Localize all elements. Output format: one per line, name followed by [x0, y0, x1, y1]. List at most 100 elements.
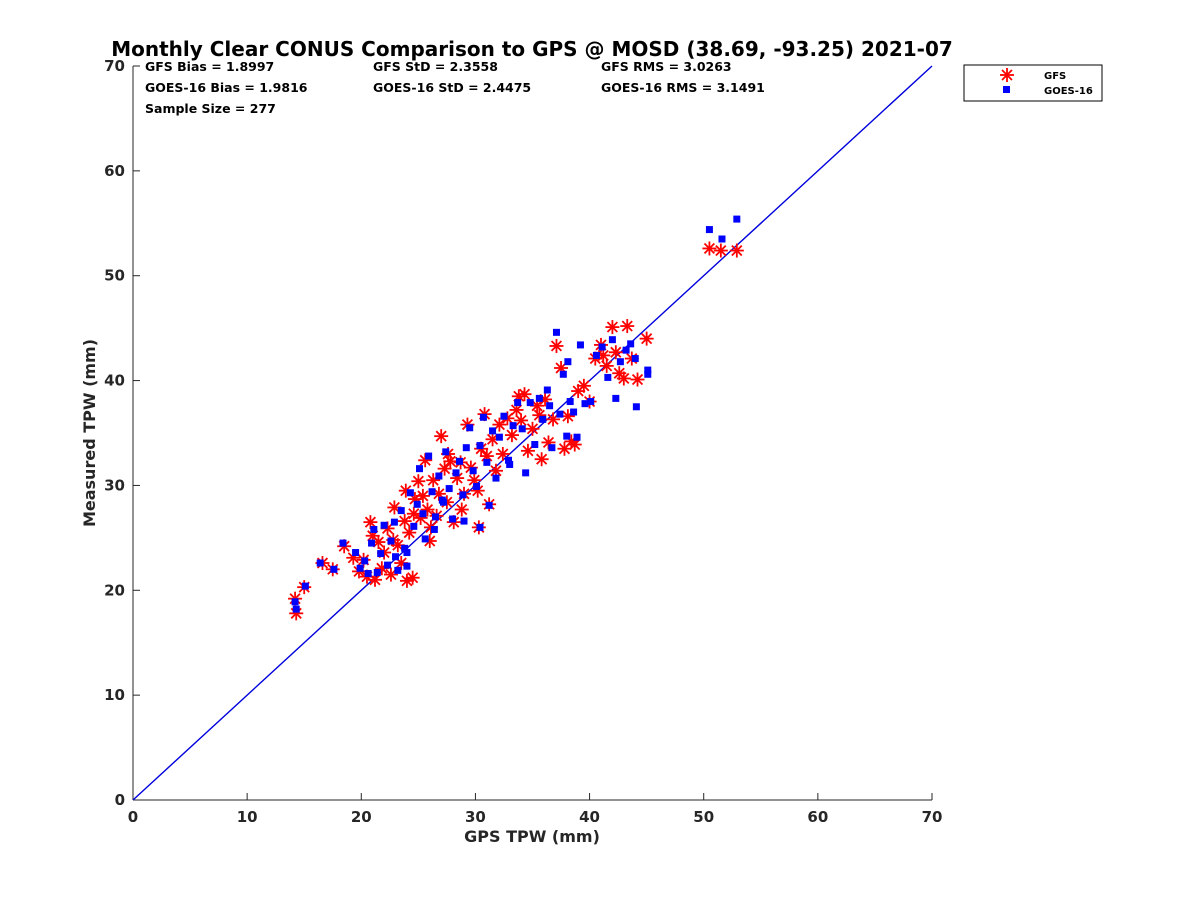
goes-bias-text: GOES-16 Bias = 1.9816	[145, 80, 308, 95]
gfs-point	[520, 443, 535, 458]
goes-16-point	[592, 351, 600, 359]
goes-16-point	[598, 343, 606, 351]
goes-16-point	[452, 469, 460, 477]
goes-16-point	[489, 427, 497, 435]
goes-16-point	[559, 370, 567, 378]
legend-gfs-marker	[1000, 68, 1014, 82]
goes-16-point	[406, 489, 414, 497]
y-tick-label: 40	[104, 372, 125, 390]
x-axis-label: GPS TPW (mm)	[464, 827, 600, 846]
goes-16-point	[500, 412, 508, 420]
gfs-point	[525, 421, 540, 436]
gfs-point	[492, 417, 507, 432]
goes-16-point	[514, 399, 522, 407]
legend-goes-marker	[1003, 86, 1010, 93]
goes-16-point	[556, 410, 564, 418]
goes-16-point	[387, 537, 395, 545]
x-tick-label: 40	[579, 808, 600, 826]
goes-16-point	[531, 441, 539, 449]
goes-16-point	[612, 394, 620, 402]
y-tick-label: 30	[104, 476, 125, 494]
goes-16-point	[485, 501, 493, 509]
gfs-point	[605, 320, 620, 335]
goes-16-point	[563, 432, 571, 440]
legend-gfs-label: GFS	[1044, 71, 1066, 82]
goes-16-point	[632, 403, 640, 411]
x-tick-label: 30	[465, 808, 486, 826]
gfs-point	[443, 454, 458, 469]
goes-16-point	[587, 398, 595, 406]
goes-16-point	[526, 399, 534, 407]
goes-16-point	[439, 498, 447, 506]
goes-16-point	[622, 346, 630, 354]
goes-16-point	[476, 442, 484, 450]
legend: GFS GOES-16	[963, 64, 1103, 102]
goes-16-point	[466, 424, 474, 432]
goes-16-point	[616, 358, 624, 366]
y-tick-label: 10	[104, 686, 125, 704]
gfs-point	[534, 452, 549, 467]
gfs-point	[729, 243, 744, 258]
goes-16-point	[368, 539, 376, 547]
goes-16-point	[627, 340, 635, 348]
goes-16-point	[352, 549, 360, 557]
goes-16-point	[505, 456, 513, 464]
goes-16-point	[373, 568, 381, 576]
goes-16-point	[552, 328, 560, 336]
goes-16-point	[445, 485, 453, 493]
x-tick-label: 10	[237, 808, 258, 826]
goes-16-point	[462, 444, 470, 452]
goes-16-point	[301, 582, 309, 590]
goes-16-point	[479, 413, 487, 421]
gfs-point	[549, 338, 564, 353]
goes-16-point	[442, 448, 450, 456]
goes-16-point	[543, 386, 551, 394]
goes-16-point	[428, 488, 436, 496]
goes-16-point	[364, 570, 372, 578]
goes-16-point	[330, 565, 338, 573]
legend-goes-label: GOES-16	[1044, 86, 1093, 97]
goes-16-point	[509, 422, 517, 430]
goes-16-point	[733, 215, 741, 223]
goes-16-point	[581, 400, 589, 408]
y-tick-label: 20	[104, 581, 125, 599]
gfs-point	[517, 387, 532, 402]
goes-16-point	[430, 525, 438, 533]
goes-16-point	[476, 523, 484, 531]
goes-16-point	[518, 425, 526, 433]
data-marks	[288, 215, 744, 621]
goes-16-point	[431, 513, 439, 521]
goes-16-point	[377, 550, 385, 558]
goes-16-point	[390, 518, 398, 526]
goes-16-point	[495, 433, 503, 441]
x-tick-label: 0	[128, 808, 138, 826]
y-tick-label: 50	[104, 267, 125, 285]
y-tick-label: 60	[104, 162, 125, 180]
gfs-bias-text: GFS Bias = 1.8997	[145, 59, 274, 74]
goes-16-point	[397, 507, 405, 515]
gfs-point	[397, 514, 412, 529]
goes-16-point	[415, 465, 423, 473]
chart-title: Monthly Clear CONUS Comparison to GPS @ …	[111, 37, 953, 61]
goes-16-point	[473, 482, 481, 490]
x-tick-label: 60	[807, 808, 828, 826]
goes-16-point	[644, 370, 652, 378]
goes-16-point	[564, 358, 572, 366]
goes-16-point	[384, 561, 392, 569]
goes-16-point	[705, 226, 713, 234]
goes-16-point	[316, 559, 324, 567]
goes-16-point	[339, 539, 347, 547]
goes-16-point	[570, 408, 578, 416]
gfs-point	[504, 428, 519, 443]
gfs-point	[454, 502, 469, 517]
gfs-point	[411, 474, 426, 489]
y-tick-label: 70	[104, 57, 125, 75]
goes-16-point	[548, 444, 556, 452]
y-tick-label: 0	[115, 791, 125, 809]
goes-16-point	[483, 458, 491, 466]
goes-16-point	[401, 544, 409, 552]
x-tick-label: 50	[693, 808, 714, 826]
goes-16-point	[566, 398, 574, 406]
goes-16-point	[644, 366, 652, 374]
